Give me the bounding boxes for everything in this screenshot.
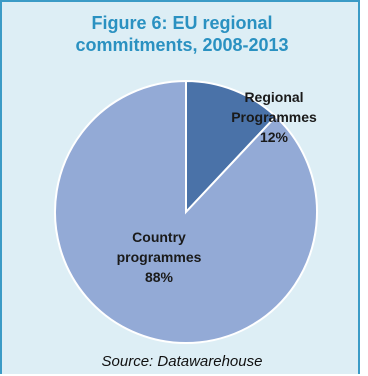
pie-slice-2: [54, 79, 318, 344]
chart-title-line-2: commitments, 2008-2013: [75, 35, 289, 55]
pie-slice-1: [185, 79, 278, 215]
source-note: Source: Datawarehouse: [101, 353, 263, 370]
chart-title: Figure 6: EU regional commitments, 2008-…: [2, 12, 362, 56]
pie-chart: Regional Programmes 12% Country programmes 88…: [54, 79, 318, 344]
figure-panel: Figure 6: EU regional commitments, 2008-…: [0, 0, 360, 374]
pie-slice-label-1: Regional Programmes 12%: [231, 89, 317, 145]
chart-title-line-1: Figure 6: EU regional: [91, 13, 273, 33]
pie-slice-label-2: Country programmes 88%: [117, 229, 202, 285]
